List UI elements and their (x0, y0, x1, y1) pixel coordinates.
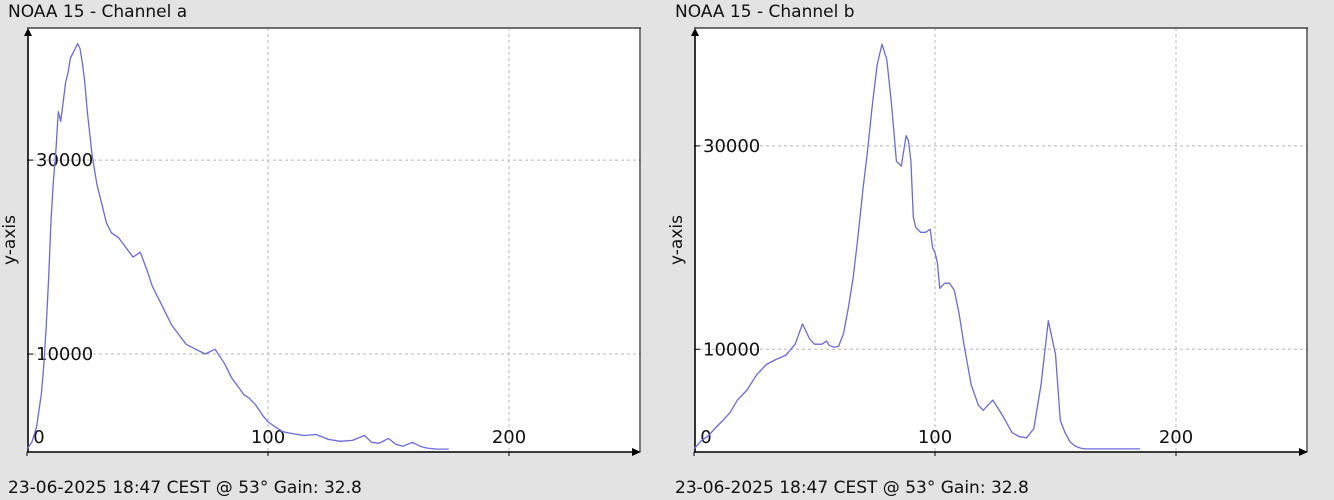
series-line (693, 43, 1140, 450)
y-axis-label: y-axis (667, 215, 687, 265)
x-tick-label: 200 (492, 427, 526, 448)
channel-a-chart: 0 100 200 10000 30000 y-axis (0, 27, 641, 456)
y-axis-arrow (24, 28, 32, 36)
y-tick-label: 30000 (703, 136, 760, 157)
panel-footer-status: 23-06-2025 18:47 CEST @ 53° Gain: 32.8 (8, 478, 362, 498)
plot-area (694, 28, 1308, 452)
panel-title: NOAA 15 - Channel a (8, 2, 188, 22)
x-tick-label: 100 (918, 427, 952, 448)
plot-area (27, 28, 641, 452)
x-tick-label: 200 (1159, 427, 1193, 448)
x-axis-arrow (632, 448, 641, 456)
y-tick-label: 10000 (703, 339, 760, 360)
channel-a-panel: NOAA 15 - Channel a 0 100 200 10000 30000 y-a… (0, 2, 641, 498)
y-tick-label: 10000 (36, 344, 93, 365)
y-axis-arrow (691, 28, 699, 36)
x-axis-arrow (1299, 448, 1308, 456)
x-tick-label: 0 (33, 427, 44, 448)
y-axis-label: y-axis (0, 215, 20, 265)
series-line (26, 43, 449, 450)
panel-footer-status: 23-06-2025 18:47 CEST @ 53° Gain: 32.8 (675, 478, 1029, 498)
panel-title: NOAA 15 - Channel b (675, 2, 855, 22)
channel-b-panel: NOAA 15 - Channel b 0 100 200 10000 30000 y-a… (667, 0, 1334, 500)
x-tick-label: 100 (251, 427, 285, 448)
y-tick-label: 30000 (36, 150, 93, 171)
